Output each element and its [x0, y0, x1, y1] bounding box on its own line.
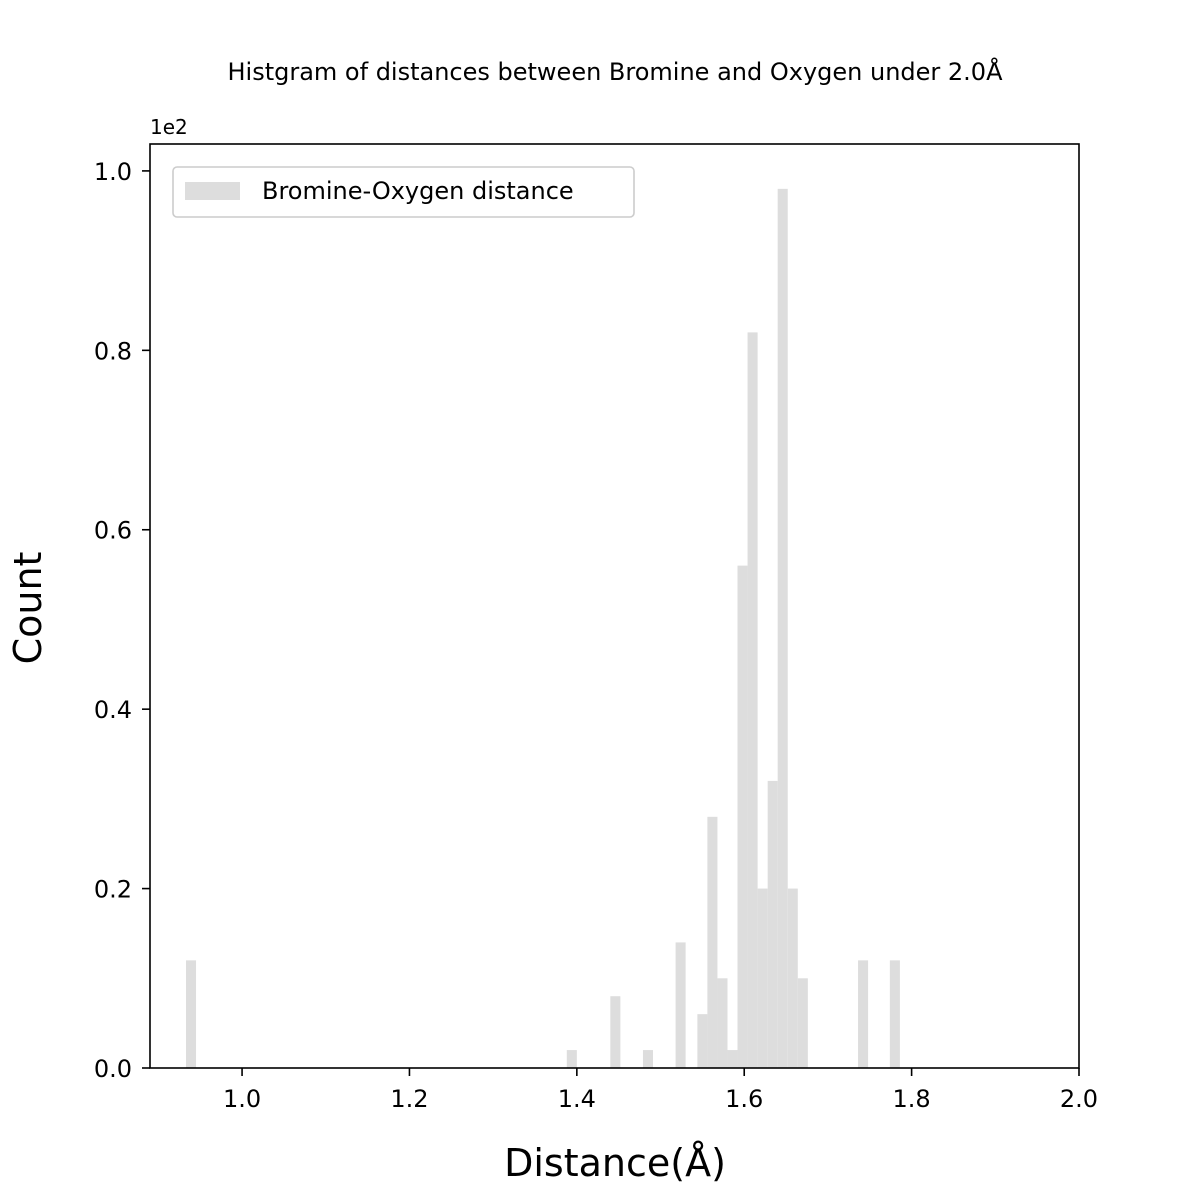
y-tick-label: 0.6 — [94, 517, 132, 545]
x-tick-label: 1.4 — [558, 1085, 596, 1113]
histogram-bar — [797, 978, 808, 1068]
plot-area-frame — [149, 143, 1080, 1069]
legend-label: Bromine-Oxygen distance — [262, 177, 574, 205]
histogram-bar — [767, 780, 778, 1068]
x-axis-label: Distance(Å) — [504, 1141, 726, 1185]
y-tick-label: 0.0 — [94, 1055, 132, 1083]
histogram-bar — [777, 188, 788, 1069]
x-axis-ticks: 1.0 1.2 1.4 1.6 1.8 2.0 — [223, 1068, 1098, 1113]
x-tick-label: 1.6 — [725, 1085, 763, 1113]
legend-swatch — [185, 182, 240, 200]
y-tick-label: 0.8 — [94, 337, 132, 365]
x-tick-label: 1.0 — [223, 1085, 261, 1113]
histogram-bar — [566, 1050, 577, 1068]
histogram-bar — [642, 1050, 653, 1068]
histogram-bar — [858, 960, 869, 1068]
y-tick-label: 0.4 — [94, 696, 132, 724]
chart-title: Histgram of distances between Bromine an… — [227, 57, 1003, 86]
x-tick-label: 1.8 — [893, 1085, 931, 1113]
y-axis-ticks: 0.0 0.2 0.4 0.6 0.8 1.0 — [94, 158, 150, 1083]
histogram-bar — [747, 332, 758, 1068]
histogram-bar — [727, 1050, 738, 1068]
histogram-bar — [757, 888, 768, 1068]
histogram-bar — [717, 978, 728, 1068]
histogram-bars — [185, 188, 900, 1069]
x-tick-label: 1.2 — [390, 1085, 428, 1113]
histogram-bar — [675, 942, 686, 1068]
legend-box — [172, 166, 635, 218]
y-axis-offset-text: 1e2 — [150, 115, 188, 139]
y-tick-label: 1.0 — [94, 158, 132, 186]
histogram-bar — [697, 1014, 708, 1068]
histogram-bar — [737, 565, 748, 1068]
y-axis-label: Count — [6, 552, 50, 665]
y-tick-label: 0.2 — [94, 876, 132, 904]
histogram-bar — [185, 960, 197, 1068]
histogram-bar — [610, 996, 621, 1068]
histogram-bar — [889, 960, 900, 1068]
chart-legend: Bromine-Oxygen distance — [172, 166, 635, 218]
histogram-bar — [787, 888, 798, 1068]
histogram-bar — [707, 816, 718, 1068]
x-tick-label: 2.0 — [1060, 1085, 1098, 1113]
